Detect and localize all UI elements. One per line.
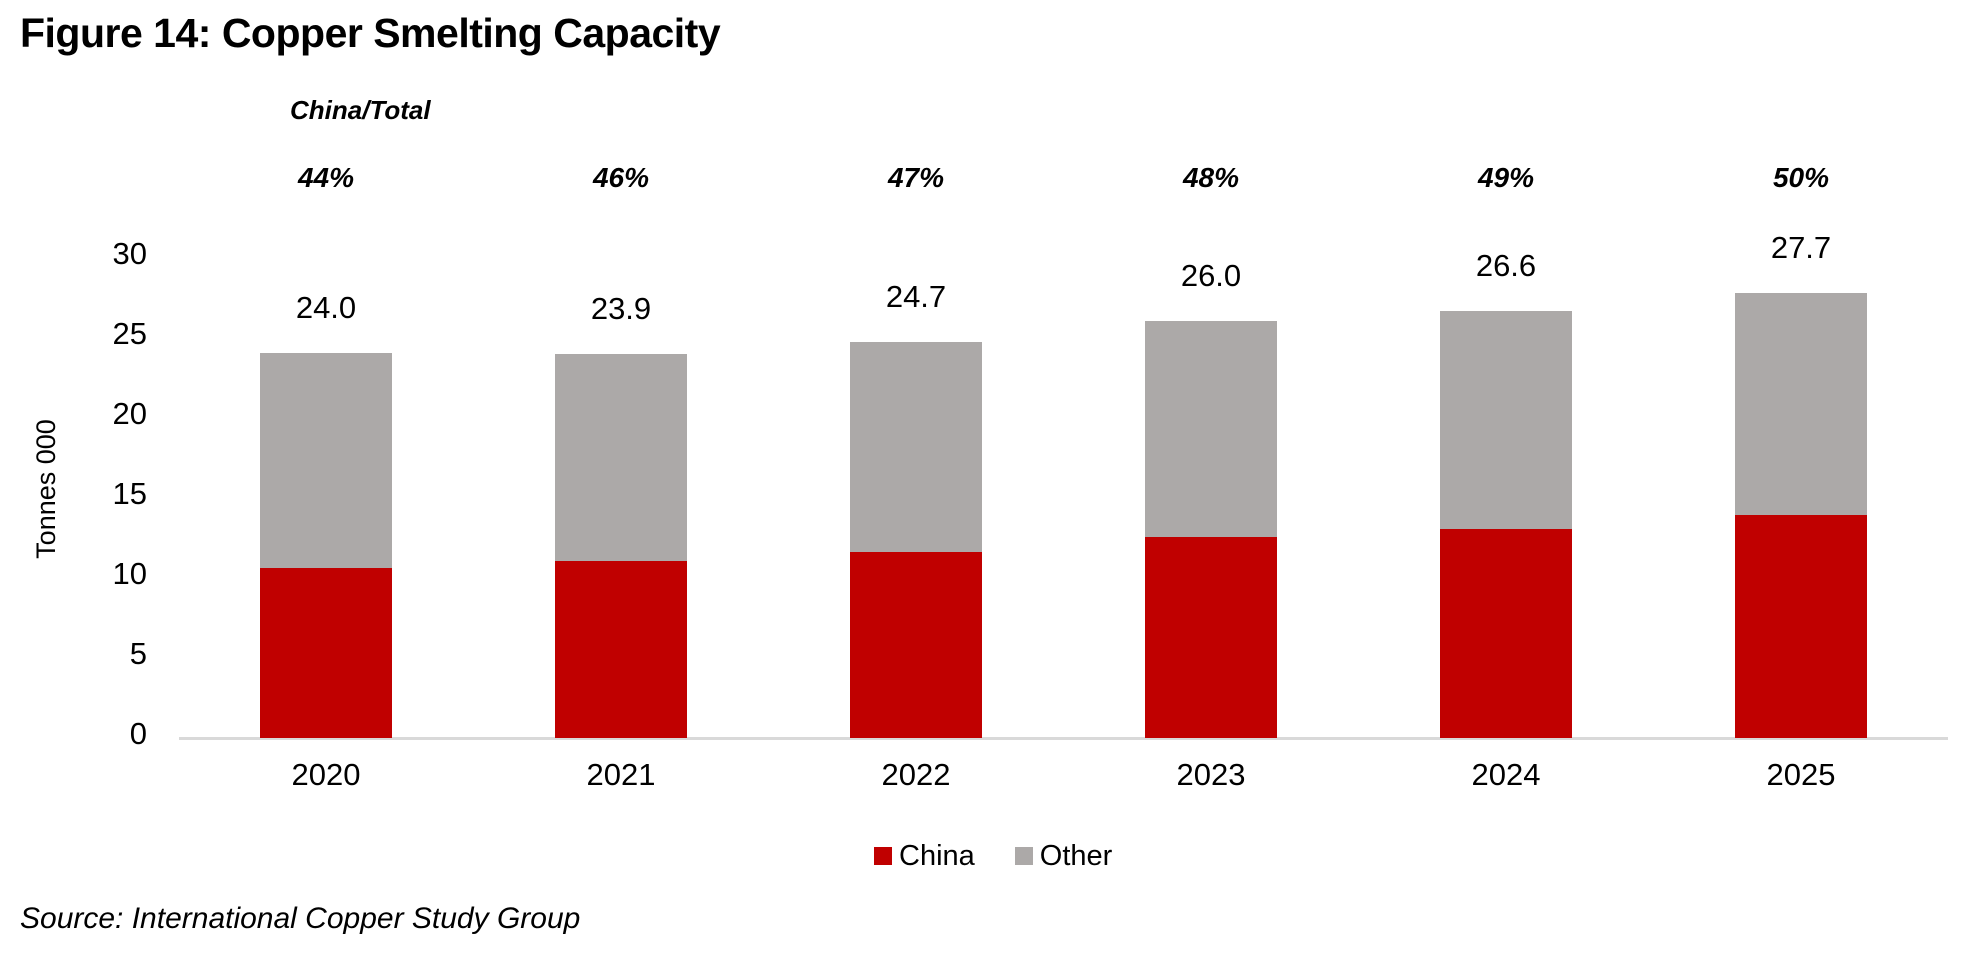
bar-segment-other-2025 (1735, 293, 1867, 515)
bar-segment-china-2025 (1735, 514, 1867, 738)
legend-item-china: China (874, 840, 975, 872)
x-tick-label-2022: 2022 (881, 757, 951, 792)
bar-segment-other-2020 (260, 352, 392, 568)
legend-item-other: Other (1014, 840, 1113, 872)
bar-total-label-2022: 24.7 (885, 278, 947, 314)
y-tick-label: 10 (112, 556, 147, 591)
figure-title: Figure 14: Copper Smelting Capacity (20, 10, 721, 56)
bar-segment-china-2021 (555, 561, 687, 738)
bar-segment-other-2021 (555, 354, 687, 562)
x-tick-label-2021: 2021 (586, 757, 656, 792)
bar-segment-china-2024 (1440, 529, 1572, 738)
source-note: Source: International Copper Study Group (20, 902, 581, 935)
x-tick-label-2020: 2020 (291, 757, 361, 792)
bar-total-label-2023: 26.0 (1180, 257, 1242, 293)
legend-swatch-china (874, 847, 892, 865)
china-share-label-2025: 50% (1772, 162, 1830, 193)
bar-segment-other-2023 (1145, 320, 1277, 538)
china-share-label-2020: 44% (297, 162, 355, 193)
y-tick-label: 15 (112, 476, 147, 511)
bar-segment-china-2023 (1145, 537, 1277, 738)
china-share-label-2022: 47% (887, 162, 945, 193)
y-tick-label: 20 (112, 396, 147, 431)
bar-total-label-2020: 24.0 (295, 289, 357, 325)
bar-total-label-2024: 26.6 (1475, 248, 1537, 284)
legend-swatch-other (1014, 847, 1033, 865)
x-tick-label-2024: 2024 (1471, 757, 1541, 792)
x-axis-baseline (179, 737, 1948, 740)
bar-segment-china-2020 (260, 567, 392, 738)
legend-label-other: Other (1039, 840, 1113, 872)
y-tick-label: 25 (112, 316, 147, 351)
bar-total-label-2025: 27.7 (1770, 230, 1832, 266)
y-tick-label: 30 (112, 236, 147, 271)
bar-total-label-2021: 23.9 (590, 291, 652, 327)
bar-segment-other-2022 (850, 341, 982, 552)
legend: China Other (874, 840, 1112, 872)
china-share-label-2024: 49% (1477, 162, 1535, 193)
china-share-label-2023: 48% (1182, 162, 1240, 193)
x-tick-label-2025: 2025 (1766, 757, 1836, 792)
y-tick-label: 0 (129, 716, 147, 751)
bar-segment-china-2022 (850, 551, 982, 738)
x-tick-label-2023: 2023 (1176, 757, 1246, 792)
bar-segment-other-2024 (1440, 311, 1572, 530)
legend-label-china: China (899, 840, 975, 872)
china-total-annotation: China/Total (290, 95, 431, 125)
china-share-label-2021: 46% (592, 162, 650, 193)
y-tick-label: 5 (129, 636, 147, 671)
